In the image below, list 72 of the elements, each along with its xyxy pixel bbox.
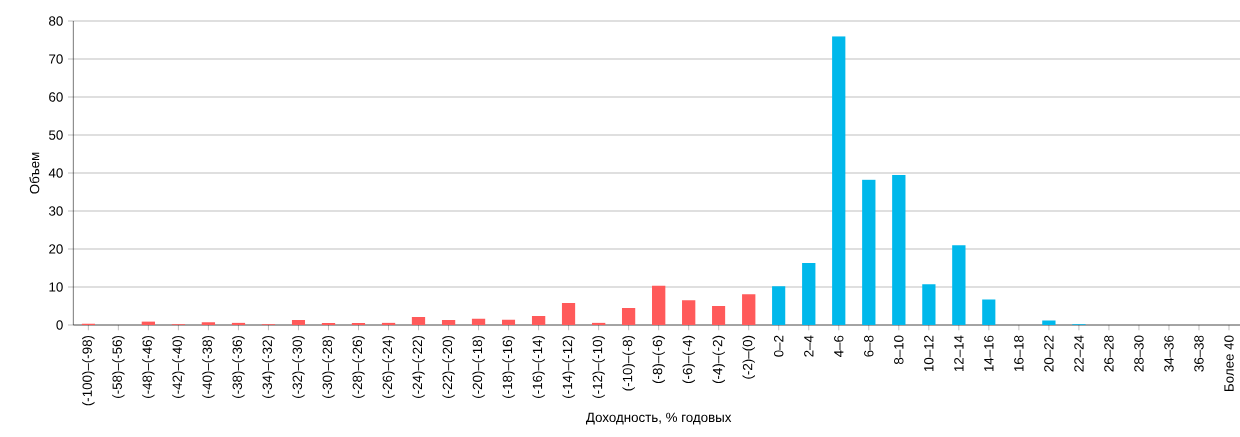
y-tick-label: 30: [48, 206, 63, 216]
bar: [772, 286, 786, 325]
bar: [652, 285, 666, 325]
x-tick-label: (-10)–(-8): [622, 335, 635, 391]
bar: [1042, 320, 1056, 325]
bar: [922, 284, 936, 325]
x-tick-label: 8–10: [894, 335, 904, 365]
x-tick-label: (-20)–(-18): [472, 335, 485, 398]
bar: [411, 317, 426, 325]
y-tick-label: 20: [49, 244, 63, 254]
x-tick-label: (-48)–(-46): [142, 335, 155, 398]
bar: [501, 319, 516, 325]
x-tick-label: (-12)–(-10): [592, 335, 605, 398]
bar: [742, 294, 756, 325]
x-tick-label: (-30)–(-28): [322, 335, 335, 398]
y-tick-label: 80: [49, 16, 63, 26]
x-tick-label: 34–36: [1164, 335, 1174, 372]
x-tick-label: (-4)–(-2): [712, 335, 725, 384]
bar: [862, 179, 876, 325]
x-tick-label: 28–30: [1134, 335, 1144, 372]
x-tick-label: (-16)–(-14): [532, 335, 545, 398]
x-tick-label: (-22)–(-20): [442, 335, 455, 398]
x-tick-label: Более 40: [1224, 335, 1234, 391]
y-tick-label: 70: [49, 54, 63, 64]
bar: [892, 174, 906, 325]
x-tick-label: (-14)–(-12): [562, 335, 575, 398]
y-tick-label: 10: [49, 282, 63, 292]
x-tick-label: (-6)–(-4): [682, 335, 695, 384]
x-tick-label: (-28)–(-26): [352, 335, 365, 398]
x-tick-label: (-38)–(-36): [232, 335, 245, 398]
bar: [982, 299, 996, 325]
x-tick-label: (-24)–(-22): [412, 335, 425, 398]
x-tick-label: (-32)–(-30): [292, 335, 305, 398]
y-tick-label: 0: [56, 320, 63, 330]
x-tick-label: (-58)–(-56): [112, 335, 125, 398]
bar: [531, 315, 546, 325]
x-tick-label: (-18)–(-16): [502, 335, 515, 398]
x-tick-label: 16–18: [1014, 335, 1024, 372]
x-tick-label: 20–22: [1044, 335, 1054, 372]
x-tick-label: 14–16: [984, 335, 994, 372]
x-tick-label: 22–24: [1074, 335, 1084, 372]
y-tick-label: 60: [49, 92, 63, 102]
x-tick-label: 12–14: [954, 335, 964, 372]
y-tick-label: 50: [49, 130, 63, 140]
bar: [712, 306, 726, 325]
bar: [561, 302, 576, 325]
y-tick-label: 40: [48, 168, 63, 178]
x-tick-label: (-34)–(-32): [262, 335, 275, 398]
x-tick-label: (-8)–(-6): [652, 335, 665, 384]
x-tick-label: 36–38: [1194, 335, 1204, 372]
x-axis-title: Доходность, % годовых: [586, 412, 732, 425]
bar: [952, 245, 966, 325]
x-tick-label: (-42)–(-40): [172, 335, 185, 398]
x-tick-label: (-100)–(-98): [82, 335, 95, 406]
x-tick-label: 2–4: [804, 335, 814, 357]
bar: [802, 263, 816, 325]
bar: [441, 320, 456, 325]
x-tick-label: 0–2: [774, 335, 784, 357]
bar: [621, 307, 636, 325]
y-axis-title: Объем: [29, 152, 40, 194]
x-tick-label: (-40)–(-38): [202, 335, 215, 398]
x-tick-label: 4–6: [834, 335, 844, 357]
x-tick-label: (-2)–(0): [742, 335, 755, 379]
bar: [471, 318, 486, 325]
bar: [291, 320, 306, 325]
x-tick-label: 26–28: [1104, 335, 1114, 372]
x-tick-label: (-26)–(-24): [382, 335, 395, 398]
bar: [682, 300, 696, 325]
bar: [201, 322, 216, 325]
x-tick-label: 10–12: [924, 335, 934, 372]
bar: [832, 36, 846, 325]
x-tick-label: 6–8: [864, 335, 874, 357]
